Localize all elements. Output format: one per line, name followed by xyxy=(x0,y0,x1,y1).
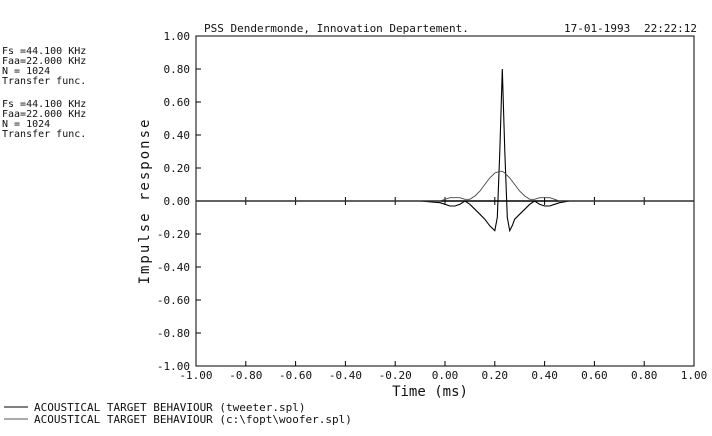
x-axis-label: Time (ms) xyxy=(392,384,468,400)
legend-label-tweeter: ACOUSTICAL TARGET BEHAVIOUR (tweeter.spl… xyxy=(34,401,306,414)
y-axis-label: Impulse response xyxy=(137,118,153,285)
series-layer xyxy=(196,68,694,233)
y-tick-label: 0.80 xyxy=(164,63,191,76)
x-tick-label: -1.00 xyxy=(179,369,212,382)
y-tick-label: -0.60 xyxy=(157,294,190,307)
y-tick-label: 0.00 xyxy=(164,195,191,208)
header-title: PSS Dendermonde, Innovation Departement. xyxy=(204,22,469,35)
y-tick-label: -0.20 xyxy=(157,228,190,241)
side-func-2: Transfer func. xyxy=(2,129,86,140)
side-faa-1: Faa=22.000 KHz xyxy=(2,56,86,67)
legend-label-woofer: ACOUSTICAL TARGET BEHAVIOUR (c:\fopt\woo… xyxy=(34,413,352,426)
x-tick-label: 0.80 xyxy=(631,369,658,382)
y-tick-label: -1.00 xyxy=(157,360,190,373)
x-tick-label: 1.00 xyxy=(681,369,708,382)
x-tick-label: -0.80 xyxy=(229,369,262,382)
series-line-woofer xyxy=(196,170,694,202)
x-tick-label: 0.60 xyxy=(581,369,608,382)
side-info: Fs =44.100 KHz Faa=22.000 KHz N = 1024 T… xyxy=(2,46,86,140)
x-tick-label: -0.40 xyxy=(329,369,362,382)
side-n-1: N = 1024 xyxy=(2,66,50,77)
legend: ACOUSTICAL TARGET BEHAVIOUR (tweeter.spl… xyxy=(4,401,352,426)
side-n-2: N = 1024 xyxy=(2,119,50,130)
side-faa-2: Faa=22.000 KHz xyxy=(2,109,86,120)
side-func-1: Transfer func. xyxy=(2,76,86,87)
series-line-tweeter xyxy=(196,68,694,233)
header-date: 17-01-1993 xyxy=(564,22,630,35)
y-tick-label: -0.40 xyxy=(157,261,190,274)
side-fs-2: Fs =44.100 KHz xyxy=(2,99,86,110)
x-tick-label: -0.60 xyxy=(279,369,312,382)
x-tick-label: -0.20 xyxy=(379,369,412,382)
y-tick-label: 1.00 xyxy=(164,30,191,43)
y-tick-label: 0.40 xyxy=(164,129,191,142)
y-tick-label: 0.20 xyxy=(164,162,191,175)
x-tick-label: 0.00 xyxy=(432,369,459,382)
x-tick-label: 0.20 xyxy=(482,369,509,382)
axes: 1.00 0.80 0.60 0.40 0.20 0.00 -0.20 -0.40 -0.60 -… xyxy=(157,30,707,382)
side-fs-1: Fs =44.100 KHz xyxy=(2,46,86,57)
y-tick-label: 0.60 xyxy=(164,96,191,109)
y-tick-label: -0.80 xyxy=(157,327,190,340)
x-tick-label: 0.40 xyxy=(531,369,558,382)
header-time: 22:22:12 xyxy=(644,22,697,35)
